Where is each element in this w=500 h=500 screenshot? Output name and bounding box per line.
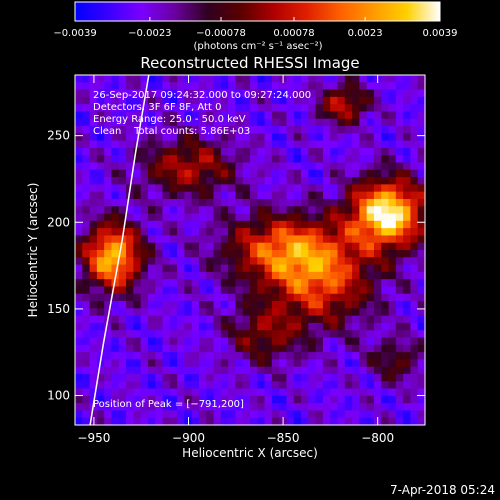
peak-position-label: Position of Peak = [−791,200] [93, 399, 244, 410]
footer-timestamp: 7-Apr-2018 05:24 [390, 483, 495, 497]
info-detectors: Detectors: 3F 6F 8F, Att 0 [93, 102, 221, 113]
x-tick-label: −950 [77, 431, 110, 445]
colorbar-gradient [75, 2, 440, 21]
observation-info: 26-Sep-2017 09:24:32.000 to 09:27:24.000… [93, 90, 311, 137]
info-energy-range: Energy Range: 25.0 - 50.0 keV [93, 114, 246, 125]
x-axis: −950 −900 −850 −800 [77, 75, 394, 445]
plot-frame [74, 74, 426, 426]
colorbar-tick-label: 0.00078 [273, 28, 314, 39]
colorbar-tick-label: −0.0039 [53, 28, 96, 39]
colorbar-frame [74, 1, 441, 22]
colorbar-ticks: −0.0039 −0.0023 −0.00078 0.00078 0.0023 0.003… [53, 17, 458, 39]
y-tick-label: 250 [47, 129, 70, 143]
colorbar-tick-label: 0.0023 [348, 28, 383, 39]
heatmap-image [75, 75, 425, 425]
x-tick-label: −900 [172, 431, 205, 445]
colorbar: −0.0039 −0.0023 −0.00078 0.00078 0.0023 0.003… [53, 1, 458, 52]
info-time-range: 26-Sep-2017 09:24:32.000 to 09:27:24.000 [93, 90, 311, 101]
y-tick-label: 200 [47, 215, 70, 229]
colorbar-units: (photons cm⁻² s⁻¹ asec⁻²) [193, 41, 322, 52]
x-axis-label: Heliocentric X (arcsec) [182, 446, 318, 460]
solar-limb-curve [89, 75, 150, 425]
x-tick-label: −800 [361, 431, 394, 445]
colorbar-tick-label: 0.0039 [423, 28, 458, 39]
y-tick-label: 100 [47, 389, 70, 403]
chart-title: Reconstructed RHESSI Image [140, 54, 359, 72]
y-axis-label: Heliocentric Y (arcsec) [26, 183, 40, 318]
y-tick-label: 150 [47, 302, 70, 316]
info-clean-counts: Clean Total counts: 5.86E+03 [93, 126, 250, 137]
x-tick-label: −850 [267, 431, 300, 445]
colorbar-tick-label: −0.0023 [128, 28, 171, 39]
colorbar-tick-label: −0.00078 [196, 28, 246, 39]
y-axis: 100 150 200 250 [47, 129, 425, 403]
